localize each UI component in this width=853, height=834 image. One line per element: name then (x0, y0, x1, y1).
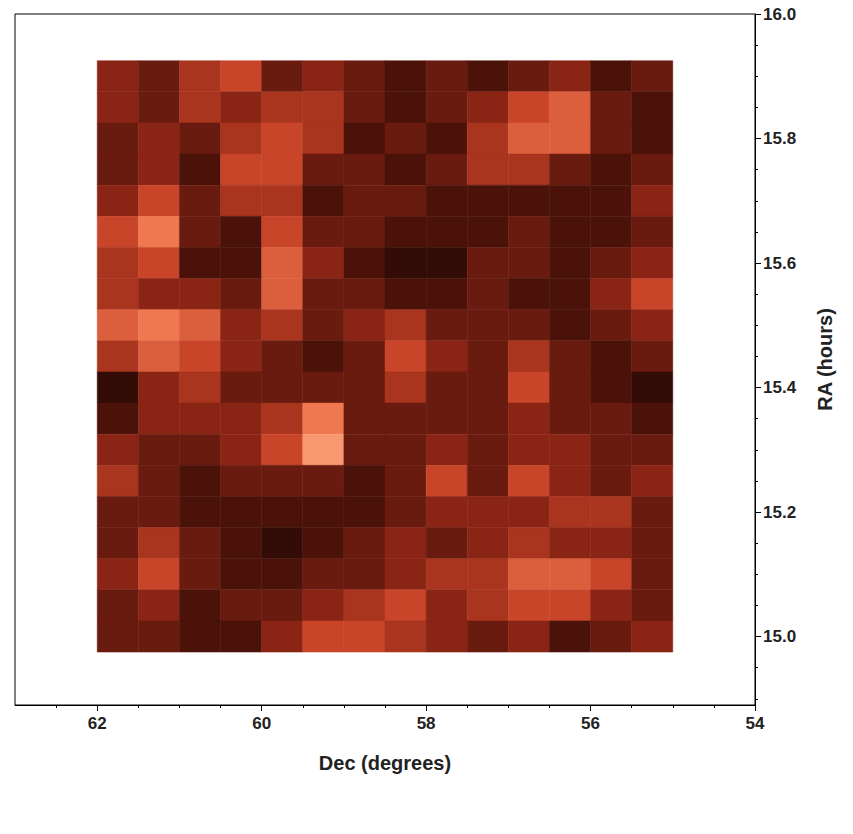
svg-text:15.8: 15.8 (763, 129, 796, 148)
svg-text:15.4: 15.4 (763, 378, 797, 397)
svg-text:62: 62 (88, 714, 107, 733)
svg-text:58: 58 (417, 714, 436, 733)
svg-text:54: 54 (746, 714, 765, 733)
svg-text:RA (hours): RA (hours) (814, 308, 836, 411)
svg-text:15.2: 15.2 (763, 503, 796, 522)
svg-text:16.0: 16.0 (763, 5, 796, 24)
svg-text:15.6: 15.6 (763, 254, 796, 273)
svg-text:60: 60 (252, 714, 271, 733)
svg-text:15.0: 15.0 (763, 627, 796, 646)
svg-text:56: 56 (581, 714, 600, 733)
svg-text:Dec (degrees): Dec (degrees) (319, 752, 451, 774)
